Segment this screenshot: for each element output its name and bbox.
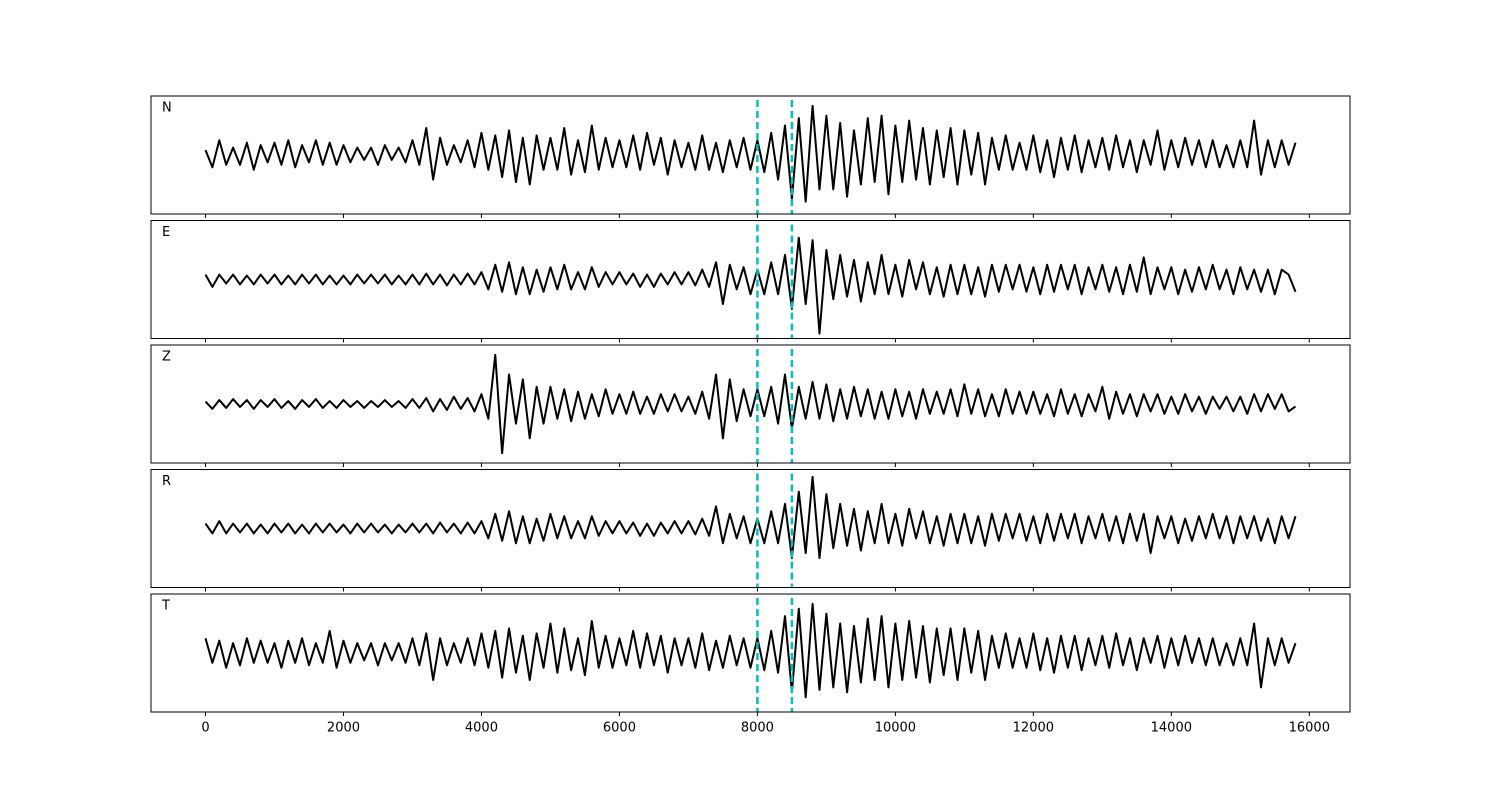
panel-frame bbox=[150, 344, 1351, 464]
panel-label: R bbox=[162, 474, 171, 489]
x-tick-label: 6000 bbox=[603, 721, 636, 736]
x-tick-label: 16000 bbox=[1289, 721, 1330, 736]
panel-label: T bbox=[161, 599, 170, 614]
trace bbox=[204, 353, 1297, 455]
x-tick-label: 10000 bbox=[875, 721, 916, 736]
x-tick-label: 12000 bbox=[1013, 721, 1054, 736]
trace bbox=[204, 602, 1297, 699]
panel-frame bbox=[150, 469, 1351, 588]
x-tick-label: 4000 bbox=[465, 721, 498, 736]
x-tick-label: 14000 bbox=[1151, 721, 1192, 736]
x-tick-label: 0 bbox=[201, 721, 209, 736]
trace bbox=[204, 475, 1297, 559]
x-tick-label: 2000 bbox=[327, 721, 360, 736]
panel-frame bbox=[150, 220, 1351, 339]
panel-label: Z bbox=[162, 350, 171, 365]
x-tick-label: 8000 bbox=[741, 721, 774, 736]
panel-label: N bbox=[162, 101, 172, 116]
panel-label: E bbox=[162, 225, 170, 240]
trace bbox=[204, 236, 1297, 335]
trace bbox=[204, 104, 1297, 203]
panel-frame bbox=[150, 593, 1351, 713]
panel-frame bbox=[150, 95, 1351, 215]
